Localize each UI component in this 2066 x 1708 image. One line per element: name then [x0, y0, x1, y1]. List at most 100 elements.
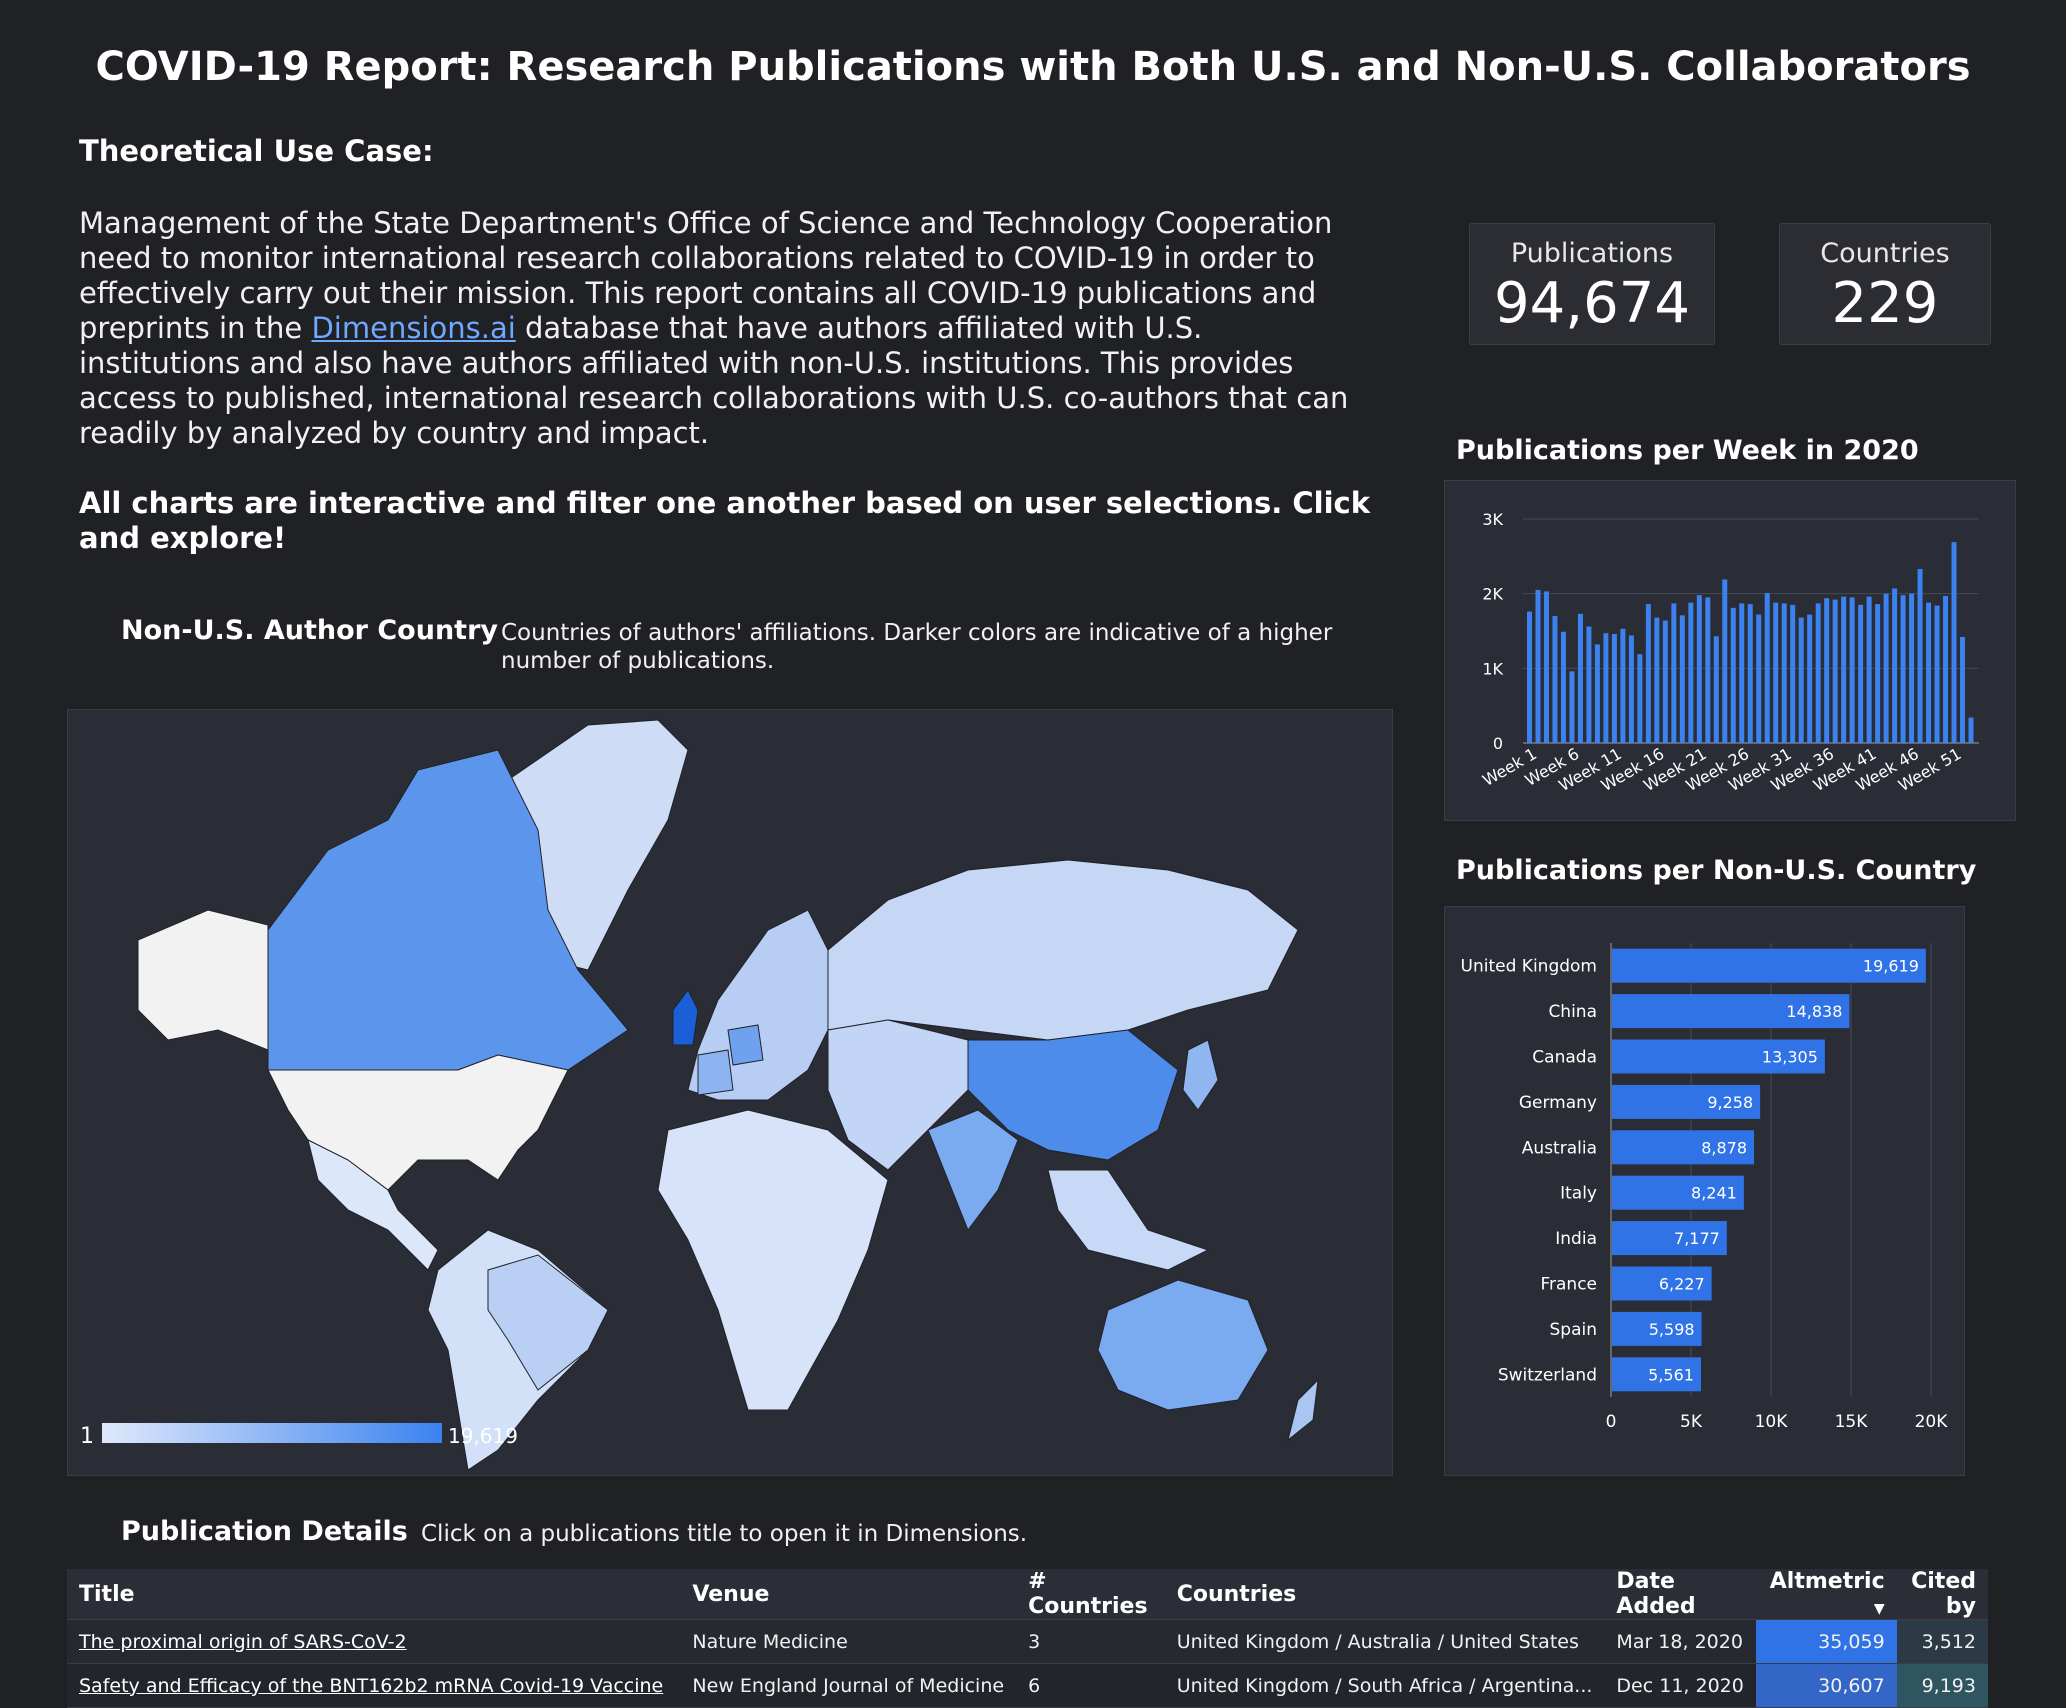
- publication-link[interactable]: The proximal origin of SARS-CoV-2: [79, 1630, 407, 1653]
- weekly-bar: [1637, 654, 1643, 743]
- weekly-y-tick: 1K: [1482, 659, 1503, 678]
- map-india[interactable]: [927, 1109, 1019, 1232]
- country-bar: [1612, 1357, 1701, 1392]
- country-bar: [1612, 994, 1850, 1029]
- weekly-y-tick: 2K: [1482, 585, 1503, 604]
- weekly-bar: [1535, 589, 1541, 743]
- sort-desc-icon: ▼: [1873, 1601, 1885, 1617]
- weekly-bar: [1569, 671, 1575, 743]
- kpi-publications-value: 94,674: [1494, 271, 1690, 336]
- publication-link[interactable]: Safety and Efficacy of the BNT162b2 mRNA…: [79, 1674, 664, 1697]
- col-header-date[interactable]: Date Added: [1604, 1569, 1756, 1620]
- country-bar: [1612, 1175, 1744, 1210]
- map-france[interactable]: [697, 1049, 734, 1096]
- country-label: Spain: [1550, 1320, 1598, 1340]
- cell-title: The proximal origin of SARS-CoV-2: [67, 1619, 681, 1664]
- weekly-bar: [1713, 636, 1719, 743]
- kpi-countries: Countries 229: [1779, 223, 1991, 345]
- country-bar: [1612, 1266, 1712, 1301]
- map-title: Non-U.S. Author Country: [121, 615, 498, 646]
- world-map[interactable]: 1 19,619: [67, 709, 1393, 1476]
- col-header-countries[interactable]: Countries: [1164, 1569, 1605, 1620]
- country-value-label: 5,561: [1648, 1365, 1694, 1384]
- map-note: Countries of authors' affiliations. Dark…: [501, 620, 1333, 674]
- weekly-bar: [1620, 628, 1626, 743]
- country-bar: [1612, 1311, 1702, 1346]
- map-china[interactable]: [967, 1029, 1179, 1161]
- cell-countries: United Kingdom / Australia / United Stat…: [1164, 1619, 1605, 1664]
- col-header-altmetric[interactable]: Altmetric ▼: [1755, 1569, 1897, 1620]
- country-label: Australia: [1522, 1138, 1597, 1158]
- weekly-bar: [1560, 631, 1566, 743]
- weekly-bar: [1934, 605, 1940, 743]
- use-case-cta: All charts are interactive and filter on…: [79, 486, 1370, 555]
- country-bar: [1612, 1084, 1761, 1119]
- map-new-zealand[interactable]: [1287, 1378, 1319, 1442]
- country-x-tick: 10K: [1755, 1412, 1789, 1432]
- country-chart-title: Publications per Non-U.S. Country: [1456, 855, 1977, 886]
- dimensions-link[interactable]: Dimensions.ai: [311, 311, 516, 345]
- country-value-label: 9,258: [1707, 1093, 1753, 1112]
- map-russia[interactable]: [827, 859, 1299, 1041]
- use-case-body: Management of the State Department's Off…: [79, 206, 1359, 451]
- weekly-chart-title: Publications per Week in 2020: [1456, 435, 1919, 466]
- map-africa[interactable]: [657, 1109, 889, 1411]
- country-x-tick: 15K: [1835, 1412, 1869, 1432]
- weekly-bar: [1909, 593, 1915, 743]
- map-germany[interactable]: [727, 1024, 764, 1066]
- map-brazil[interactable]: [487, 1254, 609, 1391]
- weekly-bar: [1586, 626, 1592, 743]
- table-row: The proximal origin of SARS-CoV-2 Nature…: [67, 1619, 1988, 1664]
- weekly-bar: [1892, 588, 1898, 743]
- weekly-bar: [1654, 617, 1660, 743]
- col-header-venue[interactable]: Venue: [680, 1569, 1017, 1620]
- kpi-countries-value: 229: [1831, 271, 1939, 336]
- map-united-kingdom[interactable]: [672, 989, 699, 1046]
- cell-n-countries: 3: [1016, 1619, 1165, 1664]
- weekly-bar: [1968, 717, 1974, 743]
- weekly-bar: [1790, 604, 1796, 743]
- country-bar: [1612, 1221, 1727, 1256]
- kpi-publications-label: Publications: [1510, 238, 1674, 269]
- map-legend-gradient: [102, 1423, 442, 1443]
- col-header-cited-by[interactable]: Cited by: [1896, 1569, 1988, 1620]
- col-header-n-countries[interactable]: # Countries: [1016, 1569, 1165, 1620]
- weekly-bar: [1824, 598, 1830, 743]
- details-note: Click on a publications title to open it…: [421, 1521, 1028, 1547]
- weekly-bar: [1900, 595, 1906, 743]
- weekly-bar: [1688, 602, 1694, 743]
- col-header-title[interactable]: Title: [67, 1569, 681, 1620]
- weekly-bar: [1951, 542, 1957, 743]
- page-title: COVID-19 Report: Research Publications w…: [95, 44, 1971, 90]
- map-australia[interactable]: [1097, 1279, 1269, 1411]
- weekly-bar: [1841, 596, 1847, 743]
- map-southeast-asia[interactable]: [1047, 1169, 1210, 1271]
- country-x-tick: 5K: [1680, 1412, 1703, 1432]
- kpi-countries-label: Countries: [1820, 238, 1950, 269]
- weekly-bar: [1917, 569, 1923, 743]
- map-alaska[interactable]: [137, 909, 269, 1051]
- map-japan[interactable]: [1182, 1039, 1219, 1111]
- weekly-bar: [1807, 614, 1813, 743]
- weekly-bar: [1858, 604, 1864, 743]
- weekly-bar: [1611, 633, 1617, 743]
- map-mexico[interactable]: [307, 1139, 439, 1271]
- publication-details-table: Title Venue # Countries Countries Date A…: [67, 1569, 1988, 1708]
- country-chart[interactable]: 0 5K 10K 15K 20K United Kingdom 19,619 China 14,…: [1444, 906, 1965, 1476]
- country-x-tick: 0: [1606, 1412, 1617, 1432]
- weekly-bar: [1543, 591, 1549, 743]
- weekly-bar: [1960, 636, 1966, 743]
- country-value-label: 7,177: [1674, 1229, 1720, 1248]
- weekly-bar: [1875, 604, 1881, 743]
- map-legend-min: 1: [80, 1424, 94, 1449]
- details-title: Publication Details: [121, 1516, 408, 1547]
- weekly-chart[interactable]: 0 1K 2K 3K Week 1 Week 6 Week 11 Week 16 Week 21…: [1444, 480, 2016, 821]
- weekly-bar: [1577, 613, 1583, 743]
- map-united-states[interactable]: [267, 1054, 569, 1191]
- weekly-bar: [1781, 603, 1787, 743]
- weekly-bar: [1730, 607, 1736, 743]
- weekly-bar: [1679, 615, 1685, 743]
- country-label: United Kingdom: [1461, 957, 1597, 977]
- weekly-bar: [1866, 596, 1872, 743]
